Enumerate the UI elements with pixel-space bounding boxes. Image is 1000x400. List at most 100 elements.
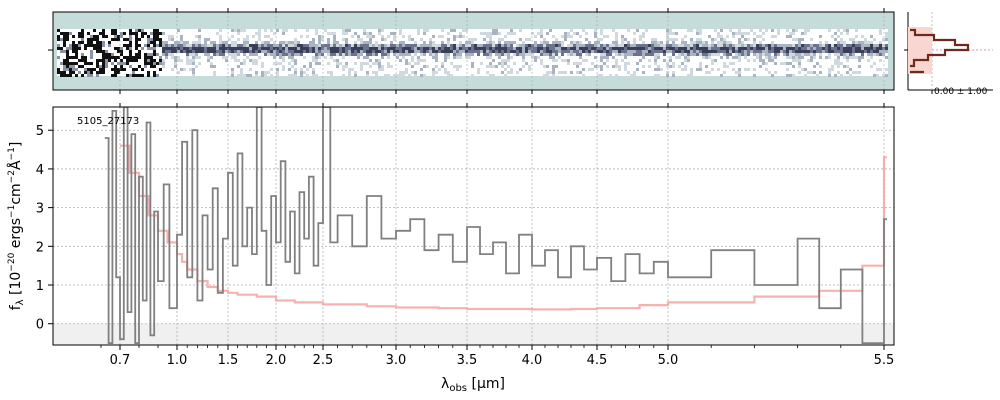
pixel [879,59,882,62]
pixel [885,32,888,35]
pixel [231,71,234,74]
pixel [114,56,117,59]
pixel [501,53,504,56]
pixel [771,59,774,62]
pixel [783,53,786,56]
pixel [135,53,138,56]
pixel [480,44,483,47]
pixel [264,44,267,47]
pixel [129,29,132,32]
pixel [705,65,708,68]
pixel [72,65,75,68]
pixel [276,50,279,53]
pixel [858,56,861,59]
pixel [576,65,579,68]
pixel [747,44,750,47]
pixel [867,44,870,47]
pixel [801,56,804,59]
pixel [753,47,756,50]
pixel [672,47,675,50]
pixel [519,38,522,41]
pixel [93,47,96,50]
pixel [333,53,336,56]
pixel [201,47,204,50]
pixel [273,44,276,47]
pixel [153,53,156,56]
pixel [786,29,789,32]
pixel [492,65,495,68]
pixel [585,32,588,35]
pixel [672,71,675,74]
pixel [768,50,771,53]
pixel [93,38,96,41]
pixel [126,44,129,47]
pixel [453,35,456,38]
pixel [144,59,147,62]
pixel [276,53,279,56]
pixel [723,41,726,44]
pixel [66,65,69,68]
pixel [387,62,390,65]
pixel [615,41,618,44]
pixel [423,29,426,32]
pixel [495,65,498,68]
pixel [423,44,426,47]
pixel [492,47,495,50]
pixel [198,41,201,44]
pixel [495,32,498,35]
pixel [546,32,549,35]
pixel [861,53,864,56]
pixel [117,62,120,65]
pixel [87,62,90,65]
pixel [360,65,363,68]
pixel [606,50,609,53]
pixel [231,53,234,56]
pixel [366,32,369,35]
pixel [507,53,510,56]
pixel [723,53,726,56]
pixel [291,65,294,68]
pixel [105,50,108,53]
pixel [666,35,669,38]
pixel [312,68,315,71]
pixel [126,38,129,41]
pixel [732,62,735,65]
pixel [801,68,804,71]
pixel [267,50,270,53]
pixel [279,47,282,50]
pixel [798,38,801,41]
pixel [171,50,174,53]
pixel [600,47,603,50]
pixel [489,38,492,41]
pixel [696,44,699,47]
pixel [708,50,711,53]
pixel [282,65,285,68]
pixel [480,50,483,53]
pixel [459,53,462,56]
pixel [135,38,138,41]
pixel [198,62,201,65]
pixel [261,41,264,44]
pixel [240,50,243,53]
pixel [666,62,669,65]
pixel [312,47,315,50]
pixel [153,41,156,44]
pixel [879,32,882,35]
pixel [360,44,363,47]
pixel [57,38,60,41]
pixel [483,47,486,50]
pixel [810,44,813,47]
pixel [657,44,660,47]
pixel [213,53,216,56]
pixel [828,71,831,74]
pixel [270,68,273,71]
pixel [552,56,555,59]
pixel [378,29,381,32]
pixel [69,68,72,71]
pixel [114,65,117,68]
pixel [657,56,660,59]
pixel [732,35,735,38]
pixel [738,41,741,44]
pixel [852,53,855,56]
pixel [306,68,309,71]
